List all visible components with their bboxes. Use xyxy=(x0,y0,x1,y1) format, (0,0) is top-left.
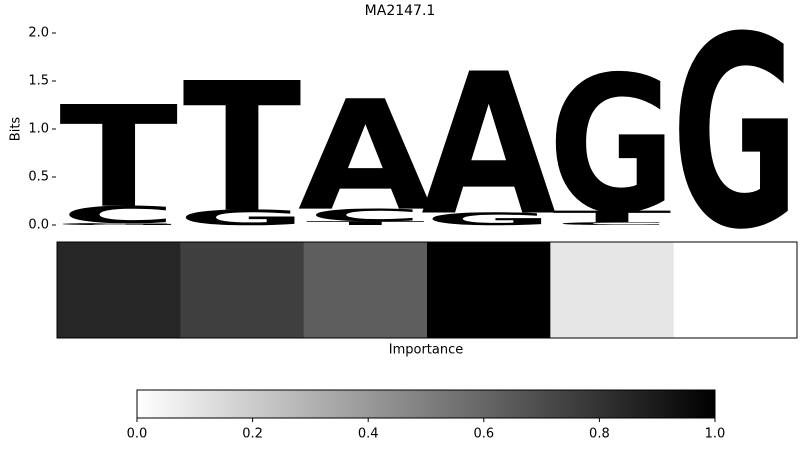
heat-cell xyxy=(673,242,798,338)
y-tick-label: 1.5 xyxy=(28,74,49,89)
logo-letter: T xyxy=(183,46,302,252)
logo-letter: T xyxy=(59,78,178,240)
logo-letter: G xyxy=(425,209,553,229)
y-axis-label: Bits xyxy=(9,117,24,142)
heat-cell xyxy=(550,242,675,338)
y-tick-label: 1.0 xyxy=(28,122,49,137)
x-axis-label: Importance xyxy=(389,343,464,358)
colorbar-tick-label: 0.6 xyxy=(473,427,494,442)
colorbar-tick-label: 0.2 xyxy=(242,427,263,442)
colorbar-tick-label: 0.4 xyxy=(358,427,379,442)
colorbar-tick-label: 1.0 xyxy=(705,427,726,442)
logo-letter: T xyxy=(553,208,672,226)
logo-letter: C xyxy=(62,201,176,228)
y-tick-label: 0.0 xyxy=(28,218,49,233)
logo-letter: A xyxy=(298,69,433,244)
heat-cell xyxy=(180,242,305,338)
colorbar-tick-label: 0.0 xyxy=(127,427,148,442)
heat-cell xyxy=(57,242,181,338)
logo-letter: G xyxy=(671,0,799,288)
heatmap-frame xyxy=(56,241,798,339)
chart-title: MA2147.1 xyxy=(365,3,436,19)
heat-cell xyxy=(427,242,551,338)
colorbar xyxy=(136,389,716,419)
y-tick-label: 0.5 xyxy=(28,170,49,185)
logo-letter: C xyxy=(555,221,669,226)
logo-letter: C xyxy=(308,205,422,225)
logo-letter: G xyxy=(178,206,306,230)
logo-letter: G xyxy=(548,36,676,255)
heat-cell xyxy=(303,242,428,338)
colorbar-tick-label: 0.8 xyxy=(589,427,610,442)
logo-letter: T xyxy=(306,220,425,226)
logo-letter: G xyxy=(55,223,183,226)
y-tick-label: 2.0 xyxy=(28,26,49,41)
logo-letter: A xyxy=(421,31,556,259)
